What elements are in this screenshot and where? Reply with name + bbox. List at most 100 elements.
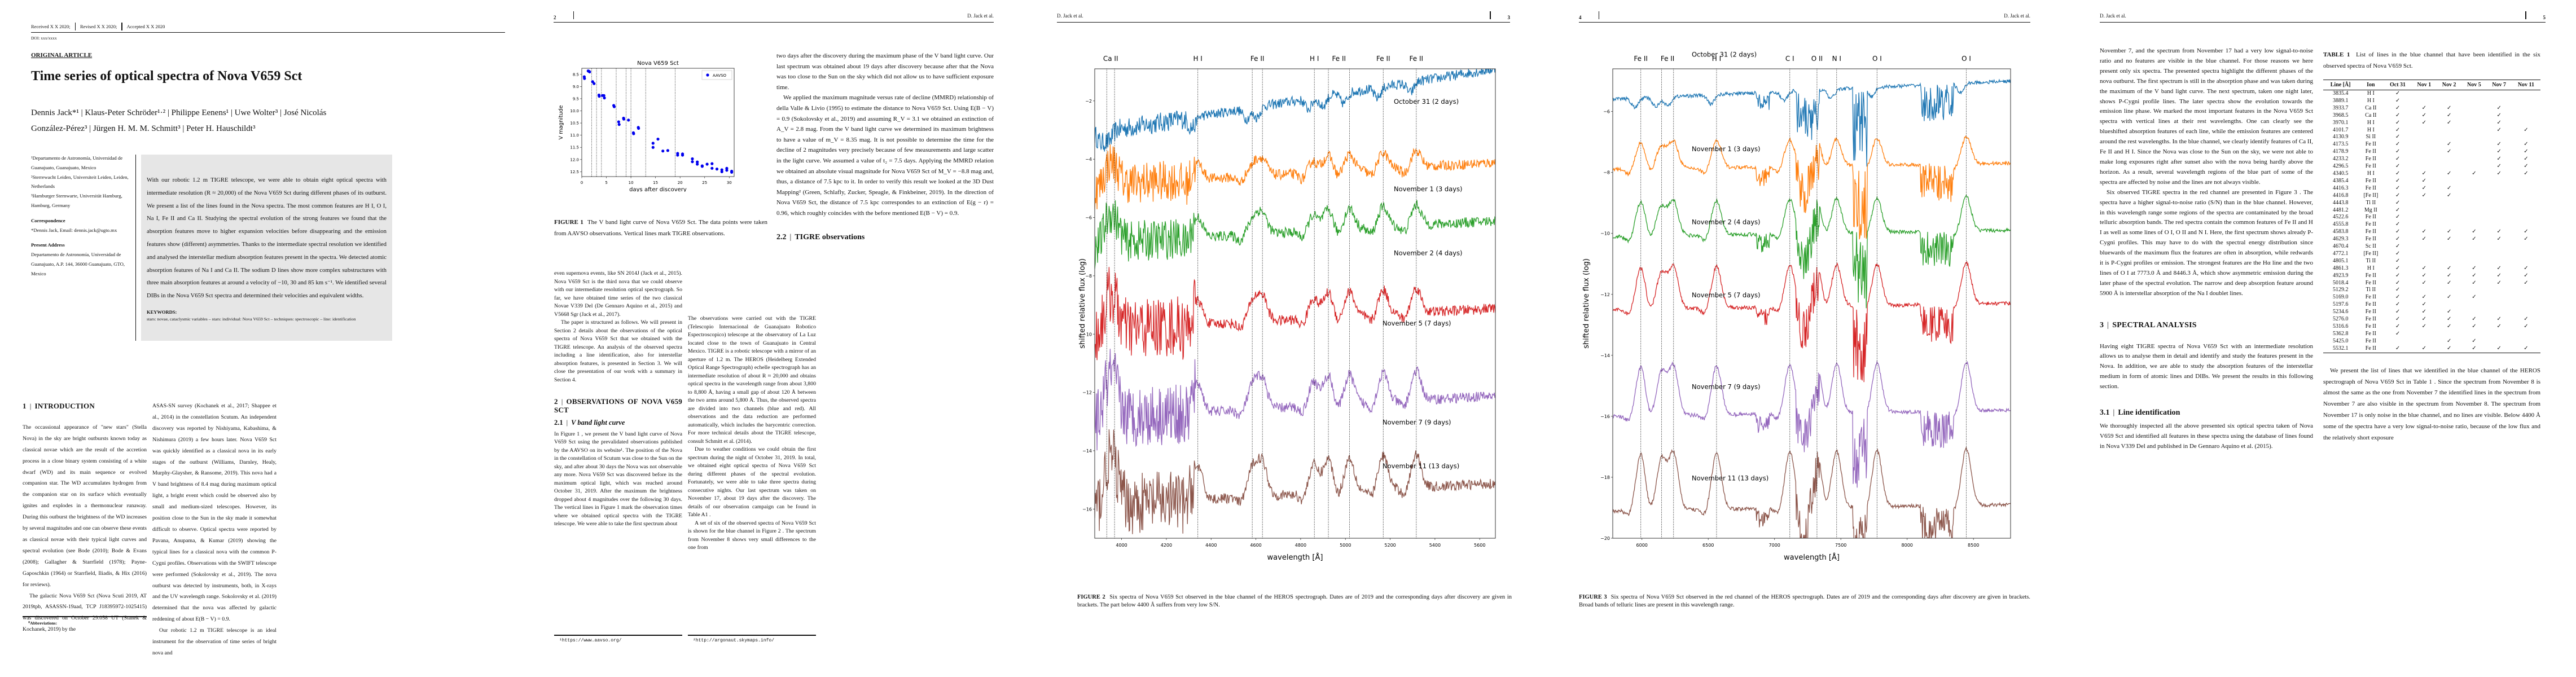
data-point [637, 126, 640, 130]
check-mark-cell: ✓ [2411, 345, 2437, 353]
empty-cell [2461, 287, 2486, 294]
section-heading-introduction: 1 | INTRODUCTION [23, 402, 95, 410]
revised-date: Revised X X 2020; [80, 24, 117, 29]
table-header-cell: Nov 11 [2511, 80, 2540, 90]
paragraph: The occassional appearance of "new stars… [23, 424, 147, 588]
empty-cell [2487, 192, 2512, 200]
legend-label: AAVSO [713, 73, 727, 78]
empty-cell [2461, 331, 2486, 338]
y-tick-label: −14 [1082, 449, 1092, 454]
table-row: 5362.8 Fe II ✓ [2323, 331, 2540, 338]
footnote-skymaps-url[interactable]: ²http://argonaut.skymaps.info/ [693, 638, 775, 643]
line-wavelength-cell: 3933.7 [2332, 104, 2349, 111]
check-mark-cell: ✓ [2524, 265, 2529, 271]
spectrum-line [1613, 135, 2011, 240]
empty-cell [2461, 250, 2486, 258]
check-mark-cell: ✓ [2446, 265, 2452, 271]
empty-cell [2512, 214, 2540, 221]
x-axis-label: wavelength [Å] [1267, 553, 1323, 562]
check-mark-cell: ✓ [2446, 170, 2452, 177]
figure-3-red-spectra: Fe II Fe II H I C I O II N I O I O I October 31 … [1582, 50, 2011, 562]
empty-cell [2461, 200, 2486, 207]
table-row: 4385.4 Fe II ✓ ✓ [2323, 178, 2540, 185]
ion-cell: Mg II [2364, 206, 2377, 213]
empty-cell [2512, 243, 2540, 250]
empty-cell [2512, 338, 2540, 345]
data-point [661, 150, 665, 153]
table-row: 4173.5 Fe II ✓ ✓ ✓ ✓ [2323, 141, 2540, 148]
intro-column-2: ASAS-SN survey (Kochanek et al., 2017; S… [152, 401, 277, 659]
series-label: November 5 (7 days) [1692, 291, 1761, 299]
dates-bar: Received X X 2020; Revised X X 2020; Acc… [31, 23, 505, 33]
data-point [705, 162, 709, 166]
check-mark-cell: ✓ [2395, 112, 2401, 118]
empty-cell [2461, 127, 2486, 134]
ion-cell: Fe II [2365, 214, 2376, 221]
line-marker-label: N I [1832, 55, 1841, 63]
page5-column-1: November 7, and the spectrum from Novemb… [2100, 46, 2313, 452]
empty-cell [2512, 120, 2540, 127]
line-marker-label: Ca II [1103, 55, 1118, 63]
line-wavelength-cell: 4555.8 [2332, 221, 2349, 228]
check-mark-cell: ✓ [2511, 345, 2540, 353]
paragraph: We present the list of lines that we ide… [2323, 367, 2540, 442]
correspondence-text: *Dennis Jack, Email: dennis.jack@ugto.mx [31, 227, 117, 233]
ion-cell: H I [2367, 265, 2375, 271]
table-header-cell: Nov 5 [2461, 80, 2487, 90]
check-mark-cell: ✓ [2421, 272, 2427, 279]
empty-cell [2512, 207, 2540, 214]
running-author: D. Jack et al. [1057, 13, 1083, 19]
table-row: 4101.7 H I ✓ ✓ ✓ [2323, 127, 2540, 134]
data-point [622, 117, 626, 121]
check-mark-cell: ✓ [2421, 119, 2427, 126]
empty-cell [2437, 287, 2461, 294]
paragraph: two days after the discovery during the … [776, 52, 994, 91]
table-header-cell: Ion [2358, 80, 2384, 90]
footnote-aavso-url[interactable]: ¹https://www.aavso.org/ [559, 638, 622, 643]
check-mark-cell: ✓ [2446, 141, 2452, 148]
empty-cell [2412, 163, 2437, 170]
plot-frame [1094, 68, 1496, 539]
x-axis-label: wavelength [Å] [1784, 553, 1840, 562]
empty-cell [2437, 331, 2461, 338]
table-row: 5197.6 Fe II ✓ ✓ [2323, 301, 2540, 309]
check-mark-cell: ✓ [2384, 345, 2412, 353]
y-tick-label: 10.5 [570, 121, 579, 126]
empty-cell [2487, 258, 2512, 265]
table-1-block: TABLE 1 List of lines in the blue channe… [2323, 50, 2540, 444]
ion-cell: [Fe II] [2363, 192, 2378, 199]
table-row: 4233.2 Fe II ✓ ✓ ✓ [2323, 156, 2540, 163]
ion-cell: Fe II [2365, 316, 2376, 323]
line-wavelength-cell: 4861.3 [2332, 265, 2349, 271]
empty-cell [2487, 200, 2512, 207]
data-point [691, 160, 694, 164]
line-wavelength-cell: 4629.3 [2332, 236, 2349, 243]
check-mark-cell: ✓ [2446, 148, 2452, 155]
check-mark-cell: ✓ [2421, 279, 2427, 286]
paragraph: Six observed TIGRE spectra in the red ch… [2100, 188, 2313, 297]
data-point [666, 149, 670, 152]
empty-cell [2461, 207, 2486, 214]
table-header-cell: Oct 31 [2384, 80, 2412, 90]
check-mark-cell: ✓ [2395, 279, 2401, 286]
empty-cell [2487, 214, 2512, 221]
empty-cell [2512, 90, 2540, 98]
check-mark-cell: ✓ [2496, 119, 2502, 126]
check-mark-cell: ✓ [2421, 177, 2427, 184]
subsection-heading-light-curve: 2.1 | V band light curve [554, 419, 625, 427]
paragraph: November 7, and the spectrum from Novemb… [2100, 47, 2313, 186]
empty-cell [2412, 127, 2437, 134]
x-tick-label: 0 [581, 181, 583, 185]
y-tick-label: −6 [1603, 109, 1610, 115]
check-mark-cell: ✓ [2395, 330, 2401, 337]
empty-cell [2512, 105, 2540, 112]
spectrum-line [1095, 69, 1495, 152]
check-mark-cell: ✓ [2395, 177, 2401, 184]
ion-cell: Fe II [2365, 163, 2376, 170]
empty-cell [2412, 331, 2437, 338]
line-wavelength-cell: 4416.3 [2332, 184, 2349, 191]
ion-cell: Fe II [2365, 294, 2376, 301]
section-heading-observations: 2 | OBSERVATIONS OF NOVA V659 SCT [554, 397, 682, 414]
line-marker-label: Fe II [1332, 55, 1346, 63]
table-header-cell: Nov 7 [2486, 80, 2512, 90]
